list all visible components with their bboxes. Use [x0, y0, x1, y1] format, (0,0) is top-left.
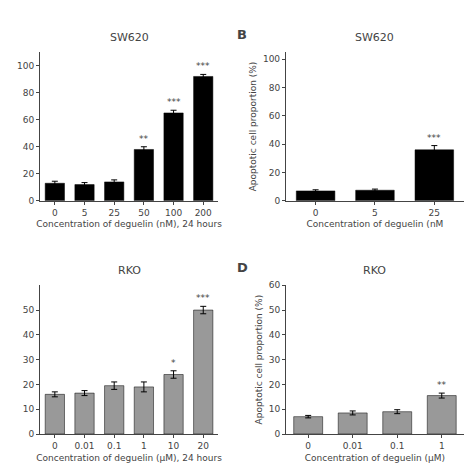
svg-text:**: **: [139, 134, 149, 144]
svg-text:100: 100: [263, 54, 280, 64]
svg-text:RKO: RKO: [118, 264, 141, 277]
svg-text:0.01: 0.01: [74, 441, 94, 451]
svg-text:25: 25: [108, 208, 119, 218]
svg-text:60: 60: [23, 115, 35, 125]
svg-text:***: ***: [427, 133, 441, 143]
svg-text:1: 1: [439, 441, 445, 451]
svg-text:25: 25: [429, 208, 440, 218]
svg-text:5: 5: [372, 208, 378, 218]
svg-text:SW620: SW620: [110, 31, 149, 44]
svg-text:0: 0: [274, 196, 280, 206]
svg-text:30: 30: [23, 355, 35, 365]
svg-text:0: 0: [313, 208, 319, 218]
svg-text:20: 20: [23, 169, 35, 179]
svg-text:***: ***: [196, 293, 210, 303]
svg-text:10: 10: [23, 404, 35, 414]
svg-text:*: *: [171, 358, 176, 368]
svg-text:10: 10: [269, 404, 281, 414]
svg-text:Concentration of deguelin (μM): Concentration of deguelin (μM), 24 hours: [36, 453, 222, 463]
svg-text:0.01: 0.01: [343, 441, 363, 451]
svg-text:0: 0: [274, 429, 280, 439]
svg-text:100: 100: [165, 208, 182, 218]
svg-text:40: 40: [269, 330, 281, 340]
svg-text:0: 0: [28, 196, 34, 206]
svg-text:D: D: [237, 260, 248, 275]
svg-text:50: 50: [269, 305, 281, 315]
svg-text:40: 40: [23, 142, 35, 152]
svg-text:40: 40: [269, 139, 281, 149]
svg-text:20: 20: [269, 380, 281, 390]
svg-text:100: 100: [17, 61, 34, 71]
svg-text:10: 10: [168, 441, 180, 451]
svg-text:200: 200: [195, 208, 212, 218]
svg-text:30: 30: [269, 355, 281, 365]
svg-text:***: ***: [167, 97, 181, 107]
svg-text:Concentration of deguelin (nM): Concentration of deguelin (nM), 24 hours: [36, 219, 222, 229]
svg-text:Apoptotic cell proportion (%): Apoptotic cell proportion (%): [254, 295, 264, 425]
svg-text:0: 0: [305, 441, 311, 451]
svg-text:5: 5: [82, 208, 88, 218]
svg-text:50: 50: [138, 208, 150, 218]
svg-text:80: 80: [23, 88, 35, 98]
svg-text:***: ***: [196, 61, 210, 71]
svg-text:Concentration of deguelin (nM: Concentration of deguelin (nM: [307, 219, 444, 229]
svg-text:SW620: SW620: [355, 31, 394, 44]
svg-text:**: **: [437, 380, 447, 390]
svg-text:1: 1: [141, 441, 147, 451]
svg-text:60: 60: [269, 111, 281, 121]
svg-text:0.1: 0.1: [107, 441, 121, 451]
svg-text:Concentration of deguelin (μM): Concentration of deguelin (μM): [305, 453, 445, 463]
svg-text:B: B: [237, 27, 247, 42]
svg-text:RKO: RKO: [363, 264, 386, 277]
svg-text:20: 20: [269, 168, 281, 178]
svg-text:50: 50: [23, 305, 35, 315]
svg-text:0: 0: [52, 441, 58, 451]
svg-text:0.1: 0.1: [390, 441, 404, 451]
svg-text:20: 20: [198, 441, 210, 451]
svg-text:0: 0: [28, 429, 34, 439]
svg-text:40: 40: [23, 330, 35, 340]
svg-text:60: 60: [269, 280, 281, 290]
svg-text:20: 20: [23, 380, 35, 390]
svg-text:Apoptotic cell proportion (%): Apoptotic cell proportion (%): [248, 62, 258, 192]
svg-text:0: 0: [52, 208, 58, 218]
svg-text:80: 80: [269, 83, 281, 93]
